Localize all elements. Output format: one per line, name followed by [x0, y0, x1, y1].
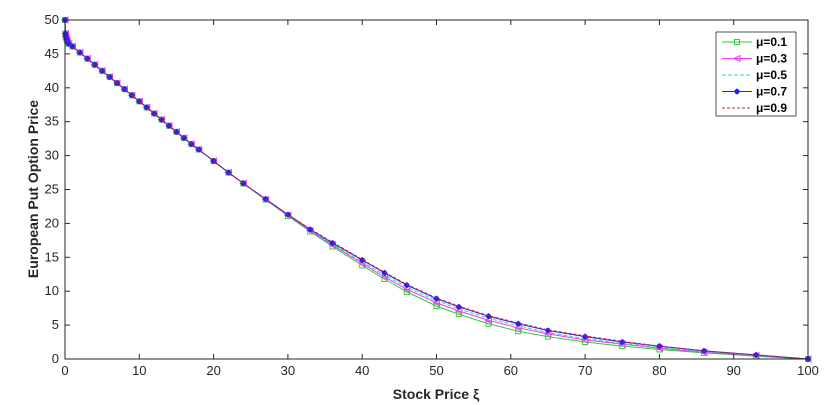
legend-label: μ=0.3	[756, 52, 787, 66]
x-tick-label: 100	[797, 363, 819, 378]
x-tick-label: 60	[504, 363, 518, 378]
x-tick-label: 80	[652, 363, 666, 378]
series-layer	[60, 16, 812, 363]
data-point	[433, 303, 440, 310]
y-tick-label: 35	[45, 114, 59, 129]
series-line	[64, 19, 809, 360]
y-tick-label: 10	[45, 283, 59, 298]
y-tick-label: 50	[45, 12, 59, 27]
data-point	[515, 328, 522, 335]
data-point	[455, 303, 462, 310]
legend-box	[715, 31, 797, 117]
x-tick-label: 40	[355, 363, 369, 378]
data-point	[329, 240, 336, 247]
y-tick-label: 5	[52, 317, 59, 332]
x-tick-label: 0	[61, 363, 68, 378]
legend: μ=0.1 μ=0.3 μ=0.5 μ=0.7 μ=0.9	[715, 31, 797, 117]
data-point	[359, 257, 366, 264]
data-point	[455, 311, 462, 318]
y-tick-label: 40	[45, 80, 59, 95]
y-tick-label: 20	[45, 215, 59, 230]
y-tick-label: 30	[45, 148, 59, 163]
series-5	[64, 19, 809, 360]
x-tick-label: 20	[206, 363, 220, 378]
x-tick-label: 10	[132, 363, 146, 378]
plot-frame	[64, 19, 809, 360]
y-axis-label: European Put Option Price	[25, 100, 41, 278]
y-tick-label: 0	[52, 351, 59, 366]
y-tick-label: 25	[45, 182, 59, 197]
x-tick-label: 30	[281, 363, 295, 378]
x-tick-label: 90	[726, 363, 740, 378]
legend-label: μ=0.1	[756, 35, 787, 49]
x-tick-label: 50	[429, 363, 443, 378]
y-tick-label: 15	[45, 249, 59, 264]
legend-marker	[734, 39, 740, 45]
data-point	[485, 320, 492, 327]
legend-marker	[732, 54, 741, 63]
axis-layer: 0 10 20 30 40 50 60 70 80 90 100 0 5 10 15 20 25 30 35 40 45…	[45, 12, 819, 378]
x-axis-label: Stock Price ξ	[393, 386, 480, 402]
legend-label: μ=0.5	[756, 68, 787, 82]
x-tick-label: 70	[578, 363, 592, 378]
y-tick-label: 45	[45, 46, 59, 61]
legend-label: μ=0.9	[756, 101, 787, 115]
legend-marker	[734, 88, 740, 95]
legend-label: μ=0.7	[756, 85, 787, 99]
